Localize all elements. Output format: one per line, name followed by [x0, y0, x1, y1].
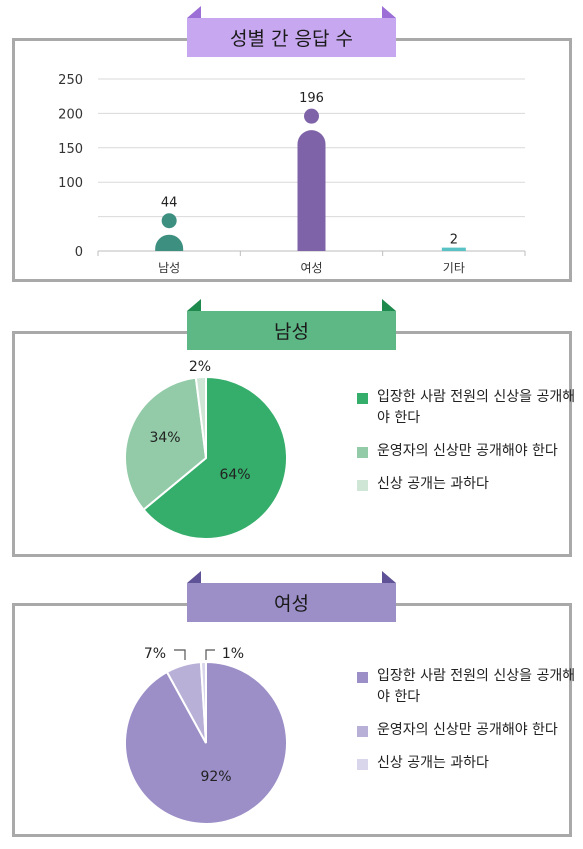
male-pie-chart: 64% 34% 2% — [124, 359, 288, 540]
bar-banner-ribbon-left — [187, 6, 201, 18]
bar — [441, 247, 466, 251]
female-legend: 입장한 사람 전원의 신상을 공개해야 한다 운영자의 신상만 공개해야 한다 … — [357, 666, 577, 786]
female-legend-item: 입장한 사람 전원의 신상을 공개해야 한다 — [357, 666, 577, 708]
x-tick-label: 여성 — [300, 261, 322, 275]
bar-chart-panel: 0 100 150 200 250 44 남성 196 여성 2 기타 — [12, 38, 572, 282]
legend-label: 입장한 사람 전원의 신상을 공개해야 한다 — [377, 389, 576, 426]
legend-swatch — [357, 759, 368, 770]
bar — [297, 130, 326, 251]
y-tick-label: 0 — [75, 245, 83, 260]
pie-slice — [199, 660, 207, 744]
legend-label: 신상 공개는 과하다 — [377, 755, 489, 771]
legend-swatch — [357, 726, 368, 737]
legend-swatch — [357, 393, 368, 404]
female-pie-chart: 92% 7% 1% — [124, 646, 288, 825]
bar-head — [304, 108, 319, 124]
male-chart-title: 남성 — [187, 311, 396, 350]
y-tick-label: 200 — [58, 107, 83, 122]
pie-data-label: 64% — [219, 467, 250, 483]
legend-swatch — [357, 447, 368, 458]
male-legend-item: 신상 공개는 과하다 — [357, 474, 577, 495]
female-legend-item: 운영자의 신상만 공개해야 한다 — [357, 720, 577, 741]
bar-chart: 0 100 150 200 250 44 남성 196 여성 2 기타 — [58, 73, 526, 275]
legend-label: 신상 공개는 과하다 — [377, 476, 489, 492]
pie-slice — [124, 376, 208, 512]
bar-chart-title: 성별 간 응답 수 — [187, 18, 396, 57]
female-banner-ribbon-right — [382, 571, 396, 583]
x-tick-label: 남성 — [158, 261, 180, 275]
bar — [155, 234, 184, 251]
pie-data-label: 92% — [200, 769, 231, 785]
legend-swatch — [357, 672, 368, 683]
male-pie-panel: 64% 34% 2% 입장한 사람 전원의 신상을 공개해야 한다 운영자의 신상만… — [12, 331, 575, 557]
y-tick-label: 100 — [58, 176, 83, 191]
x-tick-label: 기타 — [443, 261, 465, 275]
female-legend-item: 신상 공개는 과하다 — [357, 753, 577, 774]
male-legend-item: 입장한 사람 전원의 신상을 공개해야 한다 — [357, 387, 577, 429]
female-chart-title: 여성 — [187, 583, 396, 622]
pie-slice — [194, 375, 207, 459]
pie-slice — [142, 375, 288, 540]
bar-value-label: 44 — [161, 196, 178, 211]
pie-data-label: 1% — [222, 646, 244, 662]
y-tick-label: 250 — [58, 73, 83, 88]
male-legend: 입장한 사람 전원의 신상을 공개해야 한다 운영자의 신상만 공개해야 한다 … — [357, 387, 577, 507]
legend-label: 운영자의 신상만 공개해야 한다 — [377, 443, 558, 459]
female-pie-panel: 92% 7% 1% 입장한 사람 전원의 신상을 공개해야 한다 운영자의 신상만 … — [12, 603, 575, 837]
bar-head — [161, 213, 177, 229]
legend-label: 운영자의 신상만 공개해야 한다 — [377, 722, 558, 738]
pie-data-label: 2% — [189, 359, 211, 375]
female-banner-ribbon-left — [187, 571, 201, 583]
male-legend-item: 운영자의 신상만 공개해야 한다 — [357, 441, 577, 462]
bar-value-label: 2 — [450, 233, 458, 248]
legend-swatch — [357, 480, 368, 491]
pie-data-label: 34% — [149, 430, 180, 446]
leader-line — [174, 649, 186, 660]
pie-data-label: 7% — [144, 646, 166, 662]
leader-line — [205, 649, 215, 660]
bar-value-label: 196 — [299, 91, 324, 106]
bar-banner-ribbon-right — [382, 6, 396, 18]
y-tick-label: 150 — [58, 142, 83, 157]
male-banner-ribbon-right — [382, 299, 396, 311]
male-banner-ribbon-left — [187, 299, 201, 311]
legend-label: 입장한 사람 전원의 신상을 공개해야 한다 — [377, 668, 576, 705]
